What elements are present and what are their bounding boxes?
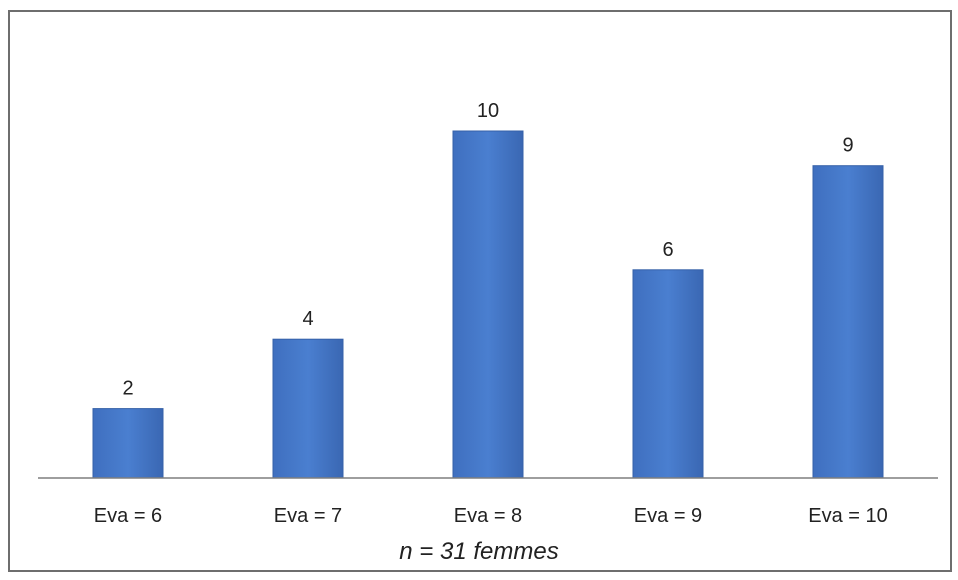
data-label-1: 2: [122, 378, 133, 400]
bar-4: [632, 269, 704, 479]
bar-2: [272, 338, 344, 479]
bar-1: [92, 408, 164, 479]
x-tick-label-4: Eva = 9: [634, 505, 702, 527]
x-axis-title: n = 31 femmes: [399, 538, 559, 565]
x-tick-label-1: Eva = 6: [94, 505, 162, 527]
data-label-5: 9: [842, 135, 853, 157]
data-label-3: 10: [477, 100, 499, 122]
x-tick-label-2: Eva = 7: [274, 505, 342, 527]
bar-5: [812, 165, 884, 479]
x-tick-label-5: Eva = 10: [808, 505, 888, 527]
x-tick-label-3: Eva = 8: [454, 505, 522, 527]
bar-3: [452, 130, 524, 479]
data-label-2: 4: [302, 308, 313, 330]
data-label-4: 6: [662, 239, 673, 261]
